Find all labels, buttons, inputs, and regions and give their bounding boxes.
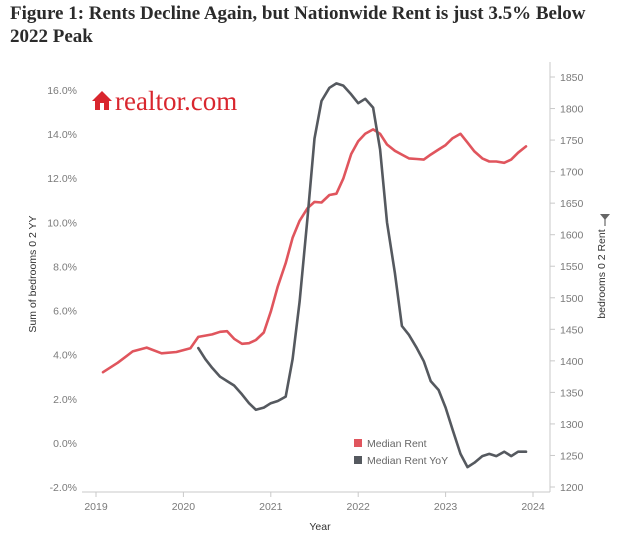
y-right-tick-label: 1700 (560, 167, 584, 179)
y-right-tick-label: 1350 (560, 387, 584, 399)
y-left-tick-label: 10.0% (47, 217, 77, 229)
y-left-tick-label: 4.0% (53, 350, 77, 362)
y-left-tick-label: 0.0% (53, 438, 77, 450)
x-axis-title: Year (309, 521, 331, 533)
series-lines (101, 82, 528, 469)
y-left-tick-label: -2.0% (50, 482, 77, 494)
y-right-tick-label: 1600 (560, 230, 584, 242)
legend-swatch-median-rent-yoy (354, 456, 362, 464)
y-right-tick-label: 1200 (560, 482, 584, 494)
legend-item-median-rent[interactable]: Median Rent (354, 438, 427, 450)
y-right-tick-label: 1850 (560, 72, 584, 84)
y-right-tick-label: 1400 (560, 356, 584, 368)
x-tick-label: 2022 (347, 501, 371, 513)
x-tick-label: 2021 (259, 501, 283, 513)
y-axis-left: -2.0% 0.0% 2.0% 4.0% 6.0% 8.0% 10.0% 12.0% 14.0%… (47, 85, 77, 494)
y-right-tick-label: 1550 (560, 261, 584, 273)
realtor-logo: realtor.com (92, 86, 237, 116)
legend-label-median-rent-yoy: Median Rent YoY (367, 455, 448, 467)
y-right-tick-label: 1800 (560, 104, 584, 116)
y-left-tick-label: 6.0% (53, 306, 77, 318)
x-tick-label: 2019 (84, 501, 108, 513)
x-tick-label: 2024 (521, 501, 545, 513)
legend-item-median-rent-yoy[interactable]: Median Rent YoY (354, 455, 448, 467)
x-tick-label: 2020 (172, 501, 196, 513)
y-right-tick-label: 1750 (560, 135, 584, 147)
y-right-tick-label: 1650 (560, 198, 584, 210)
chart-title: Figure 1: Rents Decline Again, but Natio… (10, 3, 586, 47)
y-right-tick-label: 1500 (560, 293, 584, 305)
sort-icon[interactable] (600, 214, 610, 226)
series-line-median-rent-yoy (197, 82, 528, 469)
y-axis-right-title: bedrooms 0 2 Rent (596, 229, 608, 318)
legend: Median Rent Median Rent YoY (354, 438, 448, 467)
house-icon (92, 91, 112, 110)
y-right-tick-label: 1450 (560, 324, 584, 336)
y-left-tick-label: 12.0% (47, 173, 77, 185)
y-left-tick-label: 14.0% (47, 129, 77, 141)
y-axis-left-title: Sum of bedrooms 0 2 YY (27, 215, 39, 332)
y-left-tick-label: 16.0% (47, 85, 77, 97)
y-right-tick-label: 1250 (560, 450, 584, 462)
legend-label-median-rent: Median Rent (367, 438, 427, 450)
y-right-tick-label: 1300 (560, 419, 584, 431)
y-left-tick-label: 8.0% (53, 261, 77, 273)
y-left-tick-label: 2.0% (53, 394, 77, 406)
y-axis-right: 1200 1250 1300 1350 1400 1450 1500 1550 1600 1650… (550, 72, 584, 494)
x-tick-label: 2023 (434, 501, 458, 513)
x-axis: 2019 2020 2021 2022 2023 2024 (84, 492, 545, 513)
logo-text: realtor.com (115, 86, 237, 116)
legend-swatch-median-rent (354, 439, 362, 447)
series-line-median-rent (101, 128, 528, 374)
